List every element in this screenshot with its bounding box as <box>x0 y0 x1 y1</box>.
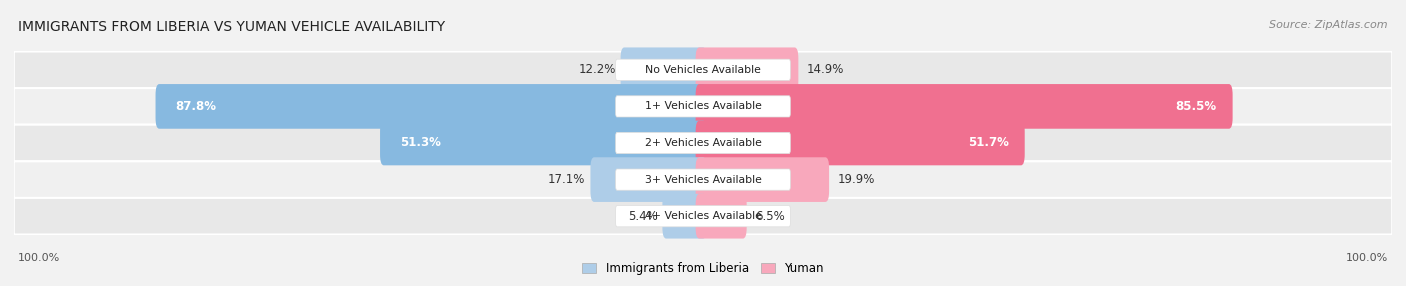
FancyBboxPatch shape <box>616 169 790 190</box>
FancyBboxPatch shape <box>14 88 1392 125</box>
Text: Source: ZipAtlas.com: Source: ZipAtlas.com <box>1270 20 1388 30</box>
FancyBboxPatch shape <box>696 47 799 92</box>
Text: 51.7%: 51.7% <box>967 136 1008 150</box>
FancyBboxPatch shape <box>696 121 1025 165</box>
FancyBboxPatch shape <box>591 157 707 202</box>
Legend: Immigrants from Liberia, Yuman: Immigrants from Liberia, Yuman <box>578 257 828 280</box>
Text: 87.8%: 87.8% <box>176 100 217 113</box>
FancyBboxPatch shape <box>662 194 707 239</box>
FancyBboxPatch shape <box>696 84 1233 129</box>
FancyBboxPatch shape <box>616 96 790 117</box>
Text: 3+ Vehicles Available: 3+ Vehicles Available <box>644 175 762 184</box>
FancyBboxPatch shape <box>696 157 830 202</box>
FancyBboxPatch shape <box>696 194 747 239</box>
FancyBboxPatch shape <box>14 198 1392 235</box>
Text: 100.0%: 100.0% <box>18 253 60 263</box>
Text: 85.5%: 85.5% <box>1175 100 1216 113</box>
FancyBboxPatch shape <box>616 206 790 227</box>
FancyBboxPatch shape <box>14 51 1392 88</box>
FancyBboxPatch shape <box>616 59 790 80</box>
Text: 12.2%: 12.2% <box>578 63 616 76</box>
FancyBboxPatch shape <box>616 132 790 154</box>
Text: 2+ Vehicles Available: 2+ Vehicles Available <box>644 138 762 148</box>
Text: 5.4%: 5.4% <box>627 210 658 223</box>
Text: 14.9%: 14.9% <box>807 63 845 76</box>
Text: 19.9%: 19.9% <box>838 173 875 186</box>
FancyBboxPatch shape <box>14 125 1392 161</box>
Text: 1+ Vehicles Available: 1+ Vehicles Available <box>644 102 762 111</box>
FancyBboxPatch shape <box>156 84 707 129</box>
Text: No Vehicles Available: No Vehicles Available <box>645 65 761 75</box>
FancyBboxPatch shape <box>380 121 707 165</box>
Text: 100.0%: 100.0% <box>1346 253 1388 263</box>
Text: 17.1%: 17.1% <box>548 173 585 186</box>
Text: 51.3%: 51.3% <box>399 136 440 150</box>
FancyBboxPatch shape <box>14 161 1392 198</box>
Text: 4+ Vehicles Available: 4+ Vehicles Available <box>644 211 762 221</box>
Text: IMMIGRANTS FROM LIBERIA VS YUMAN VEHICLE AVAILABILITY: IMMIGRANTS FROM LIBERIA VS YUMAN VEHICLE… <box>18 20 446 34</box>
FancyBboxPatch shape <box>620 47 707 92</box>
Text: 6.5%: 6.5% <box>755 210 785 223</box>
